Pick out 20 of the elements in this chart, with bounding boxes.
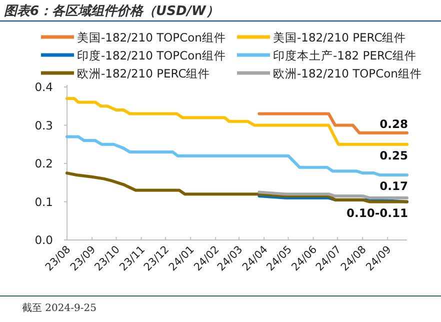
legend-label: 印度本土产-182 PERC组件 xyxy=(273,48,416,62)
line-series xyxy=(66,96,408,146)
legend-label: 印度-182/210 TOPCon组件 xyxy=(77,48,226,62)
legend-label: 美国-182/210 PERC组件 xyxy=(273,30,406,44)
y-tick-label: 0.3 xyxy=(34,118,53,132)
annotation: 0.25 xyxy=(380,148,408,162)
legend-label: 欧洲-182/210 TOPCon组件 xyxy=(273,66,422,80)
annotation: 0.10-0.11 xyxy=(346,206,408,220)
text: 截至 2024-9-25 xyxy=(22,302,96,314)
annotation: 0.28 xyxy=(380,116,408,131)
y-tick-label: 0.0 xyxy=(34,233,53,247)
chart-title: 图表6：各区域组件价格（USD/W） xyxy=(4,4,219,19)
line-series xyxy=(66,135,408,176)
line-series xyxy=(66,172,408,204)
y-tick-label: 0.4 xyxy=(34,80,53,94)
y-tick-label: 0.2 xyxy=(34,156,53,170)
y-tick-label: 0.1 xyxy=(34,194,53,209)
legend-label: 美国-182/210 TOPCon组件 xyxy=(77,30,226,44)
annotation: 0.17 xyxy=(380,178,408,193)
legend-label: 欧洲-182/210 PERC组件 xyxy=(77,66,210,80)
